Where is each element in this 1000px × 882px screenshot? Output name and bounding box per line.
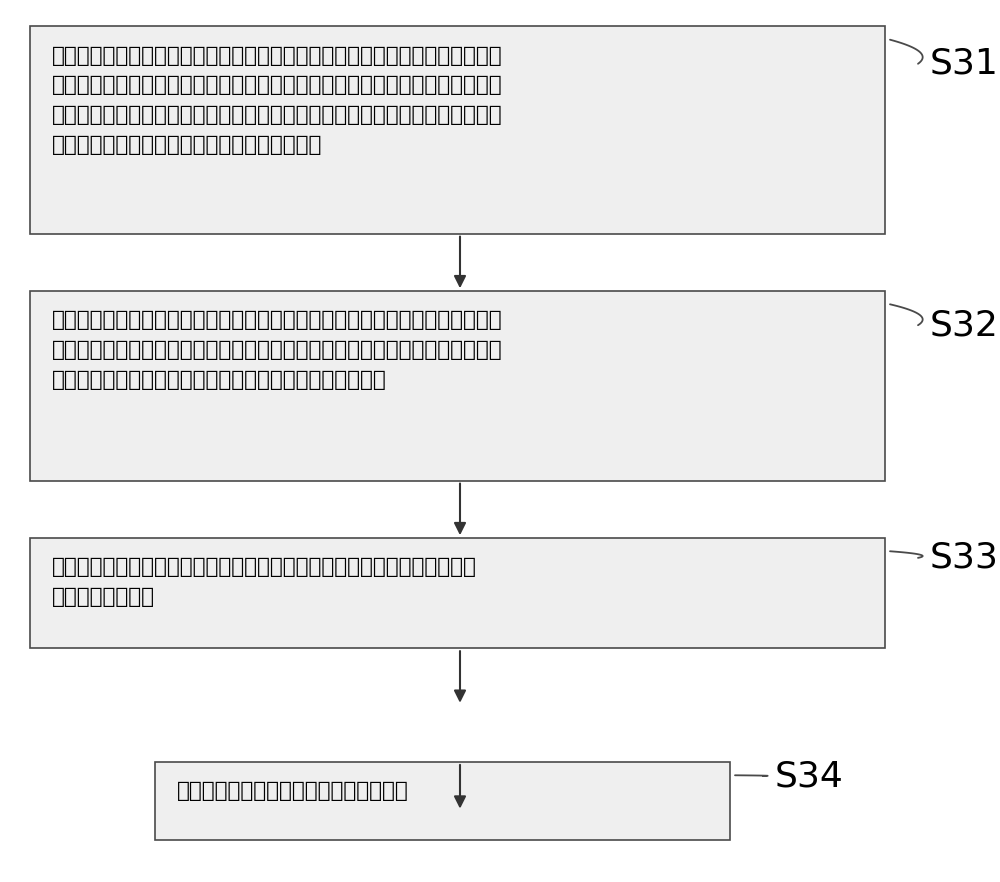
Text: S31: S31 xyxy=(930,47,999,81)
Text: 对比所述绝对差值和所述设定差值范围。: 对比所述绝对差值和所述设定差值范围。 xyxy=(177,781,409,802)
Text: 获取所述第一系数表的所述第一可合并系数中最大第一可合并系数值和最小第一
可合并系数值；获取所述第二系数表的所述第二可合并系数中最大第二可合并系
数值和最小第二可: 获取所述第一系数表的所述第一可合并系数中最大第一可合并系数值和最小第一 可合并系… xyxy=(52,46,503,154)
Bar xyxy=(30,538,885,648)
Bar xyxy=(30,26,885,234)
Text: S33: S33 xyxy=(930,541,999,575)
Text: 将所述最大可合并系数值减去所述最小可合并系数值后并做绝对值处理，得
到所述绝对差值；: 将所述最大可合并系数值减去所述最小可合并系数值后并做绝对值处理，得 到所述绝对差… xyxy=(52,557,477,607)
Text: S34: S34 xyxy=(775,759,844,793)
Bar xyxy=(155,762,730,840)
Text: S32: S32 xyxy=(930,308,999,342)
Text: 对比所述最大第一可合并系数值、最大第二可合并系数值和最大第二可合并系数
值，获得最大可合并系数值；对比所述最小第一可合并系数值、最小第二可合并
系数值和最小第二: 对比所述最大第一可合并系数值、最大第二可合并系数值和最大第二可合并系数 值，获得… xyxy=(52,310,503,390)
Bar xyxy=(30,291,885,481)
